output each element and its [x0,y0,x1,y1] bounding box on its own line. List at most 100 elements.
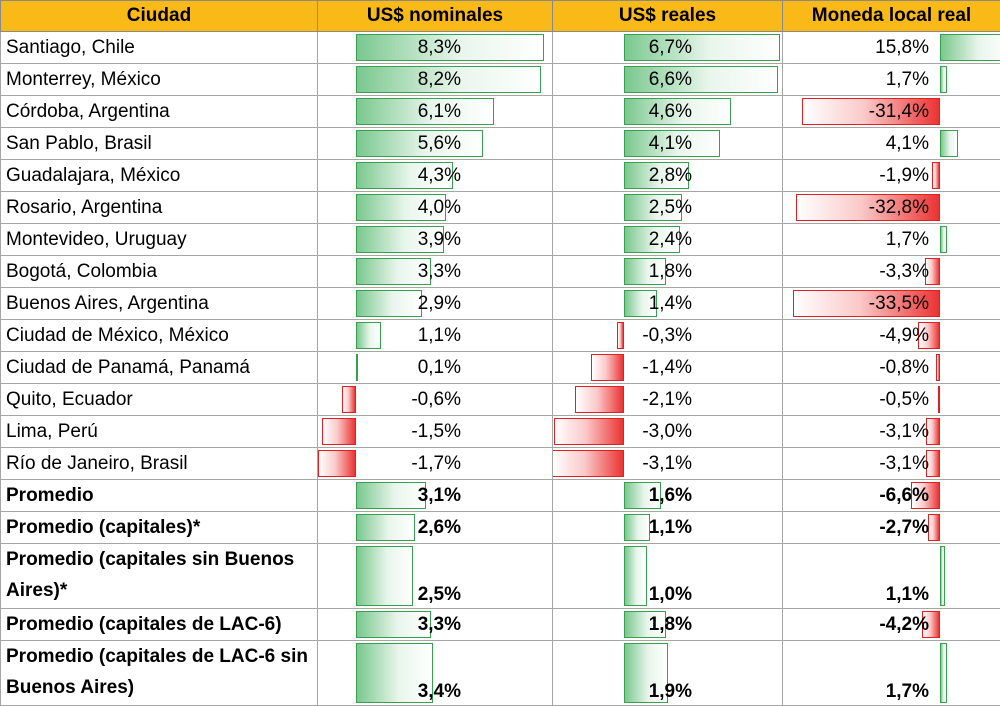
city-cell: Ciudad de México, México [1,320,318,352]
real-cell: 2,5% [553,192,783,224]
real-data-bar [624,546,647,606]
real-data-bar [624,34,780,61]
local-cell: -3,1% [783,416,1000,448]
real-value: 2,4% [649,224,696,255]
real-cell: -3,1% [553,448,783,480]
real-cell: 1,6% [553,480,783,512]
local-cell: 4,1% [783,128,1000,160]
header-real: US$ reales [553,1,783,32]
real-data-bar [591,354,624,381]
local-data-bar [938,386,940,413]
local-value: -4,9% [879,320,933,351]
city-cell: Buenos Aires, Argentina [1,288,318,320]
city-cell: Ciudad de Panamá, Panamá [1,352,318,384]
nominal-value: 3,1% [418,480,465,511]
real-cell: 4,1% [553,128,783,160]
local-cell: -31,4% [783,96,1000,128]
city-cell: Santiago, Chile [1,32,318,64]
local-value: -0,8% [879,352,933,383]
header-city: Ciudad [1,1,318,32]
real-cell: 1,4% [553,288,783,320]
real-value: 1,1% [649,512,696,543]
nominal-cell: 8,2% [318,64,553,96]
local-cell: -3,3% [783,256,1000,288]
nominal-cell: -1,7% [318,448,553,480]
real-value: 1,4% [649,288,696,319]
city-cell: Monterrey, México [1,64,318,96]
city-cell: Quito, Ecuador [1,384,318,416]
real-value: 4,1% [649,128,696,159]
city-cell: Córdoba, Argentina [1,96,318,128]
local-cell: -4,2% [783,609,1000,641]
local-value: -3,3% [879,256,933,287]
nominal-cell: 8,3% [318,32,553,64]
local-cell: -6,6% [783,480,1000,512]
local-cell: -4,9% [783,320,1000,352]
nominal-cell: 3,4% [318,641,553,706]
real-data-bar [554,418,624,445]
nominal-data-bar [356,482,426,509]
header-local: Moneda local real [783,1,1000,32]
nominal-cell: 2,9% [318,288,553,320]
nominal-cell: 3,9% [318,224,553,256]
local-value: 1,1% [886,544,933,608]
nominal-value: 0,1% [418,352,465,383]
city-cell: Lima, Perú [1,416,318,448]
local-value: -2,7% [879,512,933,543]
real-value: -3,1% [642,448,696,479]
nominal-data-bar [356,290,422,317]
local-cell: 1,1% [783,544,1000,609]
nominal-value: 8,2% [418,64,465,95]
local-value: 4,1% [886,128,933,159]
nominal-cell: 2,6% [318,512,553,544]
header-row: Ciudad US$ nominales US$ reales Moneda l… [1,1,1000,32]
table-row: Promedio (capitales de LAC-6 sin Buenos … [1,641,1000,706]
local-value: -3,1% [879,448,933,479]
nominal-value: 2,9% [418,288,465,319]
nominal-value: 5,6% [418,128,465,159]
nominal-value: 4,0% [418,192,465,223]
nominal-cell: 0,1% [318,352,553,384]
nominal-cell: 3,3% [318,256,553,288]
nominal-value: -1,7% [411,448,465,479]
nominal-cell: 3,3% [318,609,553,641]
nominal-value: 2,5% [418,544,465,608]
city-cell: Montevideo, Uruguay [1,224,318,256]
real-value: 1,0% [649,544,696,608]
real-cell: 1,8% [553,609,783,641]
local-cell: -3,1% [783,448,1000,480]
nominal-value: 1,1% [418,320,465,351]
real-data-bar [575,386,624,413]
city-cell: Río de Janeiro, Brasil [1,448,318,480]
table-row: Río de Janeiro, Brasil -1,7% -3,1% -3,1% [1,448,1000,480]
table-row: Montevideo, Uruguay 3,9% 2,4% 1,7% [1,224,1000,256]
nominal-data-bar [322,418,356,445]
local-data-bar [940,546,945,606]
local-value: 1,7% [886,224,933,255]
city-cell: Promedio (capitales)* [1,512,318,544]
nominal-value: 3,9% [418,224,465,255]
nominal-data-bar [318,450,356,477]
real-cell: 6,7% [553,32,783,64]
real-value: 4,6% [649,96,696,127]
nominal-value: 3,4% [418,641,465,705]
real-cell: 1,1% [553,512,783,544]
local-cell: 15,8% [783,32,1000,64]
nominal-data-bar [356,514,415,541]
local-value: -6,6% [879,480,933,511]
city-cell: Rosario, Argentina [1,192,318,224]
nominal-cell: 2,5% [318,544,553,609]
local-value: 1,7% [886,641,933,705]
nominal-cell: 1,1% [318,320,553,352]
real-cell: 6,6% [553,64,783,96]
real-cell: 2,8% [553,160,783,192]
local-data-bar [936,354,940,381]
local-data-bar [940,226,947,253]
